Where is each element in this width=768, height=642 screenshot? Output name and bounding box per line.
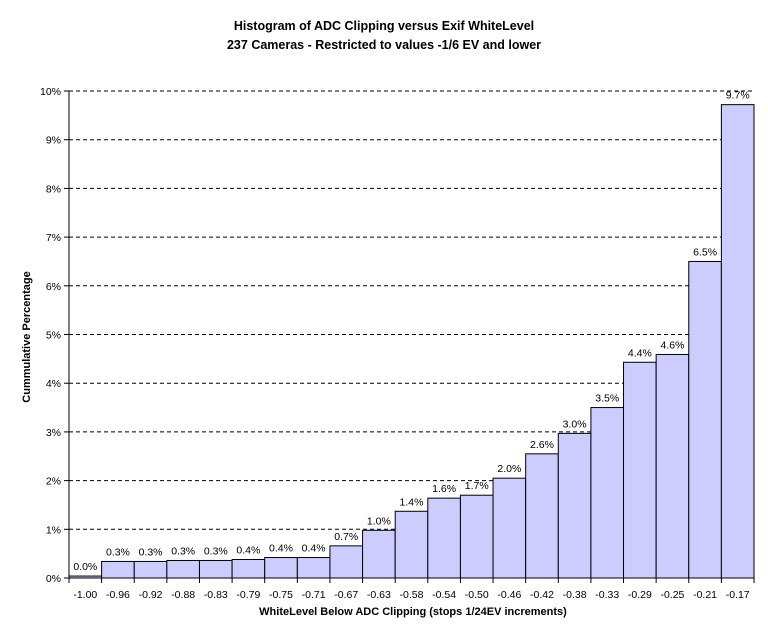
- x-tick-label: -0.75: [269, 589, 293, 601]
- y-axis-label: Cummulative Percentage: [21, 271, 33, 403]
- x-tick-label: -0.21: [693, 589, 717, 601]
- data-label: 4.4%: [628, 347, 652, 359]
- data-label: 0.4%: [302, 543, 326, 555]
- x-tick-label: -0.50: [465, 589, 489, 601]
- x-tick-label: -0.33: [595, 589, 619, 601]
- chart-title: Histogram of ADC Clipping versus Exif Wh…: [233, 19, 535, 33]
- bar: [688, 260, 722, 579]
- data-label: 1.0%: [367, 515, 391, 527]
- data-label: 2.0%: [497, 463, 521, 475]
- data-label: 1.7%: [465, 480, 489, 492]
- bar: [623, 361, 657, 579]
- bar: [166, 559, 200, 579]
- x-tick-label: -0.67: [334, 589, 358, 601]
- y-tick-label: 0%: [46, 573, 61, 585]
- y-tick-label: 3%: [46, 427, 61, 439]
- data-label: 0.7%: [334, 531, 358, 543]
- data-label: 0.3%: [171, 545, 195, 557]
- data-label: 0.0%: [73, 561, 97, 573]
- data-label: 3.5%: [595, 393, 619, 405]
- data-label: 2.6%: [530, 439, 554, 451]
- y-tick-label: 4%: [46, 378, 61, 390]
- x-tick-label: -0.96: [106, 589, 130, 601]
- bar: [525, 453, 559, 579]
- y-tick-label: 8%: [46, 183, 61, 195]
- x-axis-label: WhiteLevel Below ADC Clipping (stops 1/2…: [259, 606, 567, 618]
- bar: [720, 104, 755, 579]
- data-label: 9.7%: [726, 90, 750, 102]
- y-tick-label: 2%: [46, 476, 61, 488]
- y-tick-label: 6%: [46, 281, 61, 293]
- x-tick-label: -0.38: [563, 589, 587, 601]
- bar: [101, 560, 135, 579]
- bar: [459, 494, 494, 579]
- x-tick-label: -0.42: [530, 589, 554, 601]
- x-tick-label: -0.17: [726, 589, 750, 601]
- bar: [394, 510, 429, 579]
- bar: [427, 497, 461, 579]
- data-label: 0.4%: [236, 544, 260, 556]
- data-label: 3.0%: [563, 418, 587, 430]
- x-tick-label: -0.29: [628, 589, 652, 601]
- data-label: 1.6%: [432, 483, 456, 495]
- bar: [133, 560, 168, 579]
- bar: [557, 432, 592, 579]
- data-label: 0.4%: [269, 543, 293, 555]
- y-tick-label: 5%: [46, 330, 61, 342]
- x-tick-label: -0.71: [302, 589, 326, 601]
- data-label: 0.3%: [139, 546, 163, 558]
- bar: [264, 557, 298, 579]
- x-tick-label: -0.58: [400, 589, 424, 601]
- x-tick-label: -0.63: [367, 589, 391, 601]
- bar: [231, 558, 266, 579]
- x-tick-label: -0.92: [139, 589, 163, 601]
- y-tick-label: 10%: [40, 86, 61, 98]
- chart-subtitle: 237 Cameras - Restricted to values -1/6 …: [226, 38, 542, 52]
- bar: [198, 559, 233, 579]
- x-tick-label: -0.79: [236, 589, 260, 601]
- x-tick-label: -0.46: [497, 589, 521, 601]
- x-tick-label: -0.88: [171, 589, 195, 601]
- x-tick-label: -0.54: [432, 589, 456, 601]
- y-tick-label: 1%: [46, 524, 61, 536]
- data-label: 0.3%: [204, 545, 228, 557]
- y-tick-label: 7%: [46, 232, 61, 244]
- data-label: 1.4%: [400, 496, 424, 508]
- bar: [655, 353, 690, 579]
- data-label: 4.6%: [660, 339, 684, 351]
- data-label: 0.3%: [106, 546, 130, 558]
- x-tick-label: -0.83: [204, 589, 228, 601]
- data-label: 6.5%: [693, 246, 717, 258]
- bar: [296, 557, 331, 579]
- x-tick-label: -1.00: [73, 589, 97, 601]
- bar: [362, 529, 396, 579]
- y-tick-label: 9%: [46, 135, 61, 147]
- bar: [492, 477, 527, 579]
- x-tick-label: -0.25: [660, 589, 684, 601]
- bar: [590, 407, 625, 579]
- bar: [329, 545, 364, 579]
